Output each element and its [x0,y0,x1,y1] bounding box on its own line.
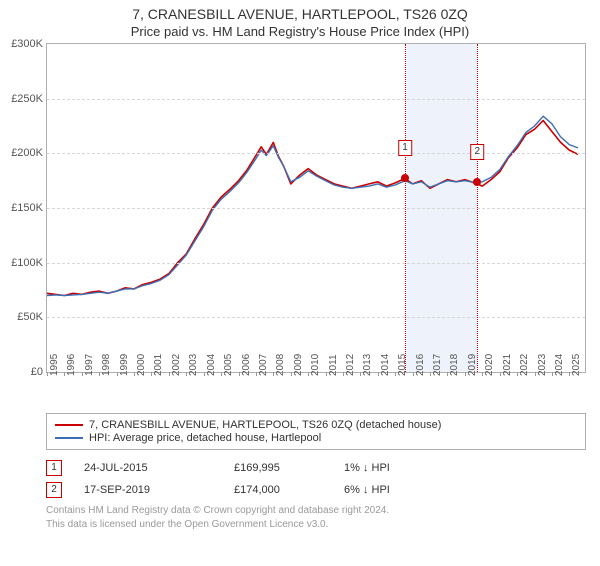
x-axis-tick: 2009 [293,354,304,376]
x-axis-tick: 1999 [119,354,130,376]
x-axis-tick: 2013 [362,354,373,376]
legend-row: HPI: Average price, detached house, Hart… [55,432,577,444]
series-line [47,116,578,295]
x-axis-tick: 2000 [136,354,147,376]
x-axis-tick: 2005 [223,354,234,376]
x-axis-tick: 2001 [153,354,164,376]
sale-events-table: 1 24-JUL-2015£169,9951% ↓ HPI 2 17-SEP-2019… [46,460,586,498]
x-axis-tick: 2007 [258,354,269,376]
legend-swatch [55,437,83,439]
sale-marker-dot [473,178,481,186]
y-axis-tick: £300K [11,38,43,50]
sale-event-price: £174,000 [234,484,344,496]
chart-footnote: Contains HM Land Registry data © Crown c… [46,504,586,531]
x-axis-tick: 2025 [571,354,582,376]
chart-subtitle: Price paid vs. HM Land Registry's House … [0,24,600,39]
x-axis-tick: 2019 [467,354,478,376]
x-axis-tick: 2008 [275,354,286,376]
sale-event-index: 2 [46,482,62,498]
x-axis-tick: 2004 [206,354,217,376]
x-axis-tick: 2023 [537,354,548,376]
sale-event-delta: 6% ↓ HPI [344,484,454,496]
marker-vline [477,44,478,372]
price-chart: £0£50K£100K£150K£200K£250K£300K199519961… [46,43,586,373]
sale-event-row: 1 24-JUL-2015£169,9951% ↓ HPI [46,460,586,476]
x-axis-tick: 2015 [397,354,408,376]
x-axis-tick: 2011 [328,354,339,376]
chart-title: 7, CRANESBILL AVENUE, HARTLEPOOL, TS26 0… [0,6,600,22]
y-axis-tick: £150K [11,202,43,214]
marker-vline [405,44,406,372]
x-axis-tick: 2017 [432,354,443,376]
x-axis-tick: 1997 [84,354,95,376]
x-axis-tick: 2002 [171,354,182,376]
legend-row: 7, CRANESBILL AVENUE, HARTLEPOOL, TS26 0… [55,419,577,431]
x-axis-tick: 2010 [310,354,321,376]
y-axis-tick: £200K [11,147,43,159]
x-axis-tick: 1996 [66,354,77,376]
x-axis-tick: 2016 [415,354,426,376]
y-axis-tick: £250K [11,93,43,105]
x-axis-tick: 2014 [380,354,391,376]
x-axis-tick: 2006 [241,354,252,376]
x-axis-tick: 1998 [101,354,112,376]
sale-event-row: 2 17-SEP-2019£174,0006% ↓ HPI [46,482,586,498]
legend-label: 7, CRANESBILL AVENUE, HARTLEPOOL, TS26 0… [89,419,441,431]
sale-marker-label: 1 [398,140,412,156]
x-axis-tick: 2021 [502,354,513,376]
x-axis-tick: 2022 [519,354,530,376]
x-axis-tick: 2018 [449,354,460,376]
x-axis-tick: 1995 [49,354,60,376]
x-axis-tick: 2024 [554,354,565,376]
sale-marker-label: 2 [470,144,484,160]
legend-label: HPI: Average price, detached house, Hart… [89,432,321,444]
sale-event-delta: 1% ↓ HPI [344,462,454,474]
sale-marker-dot [401,174,409,182]
x-axis-tick: 2003 [188,354,199,376]
sale-event-index: 1 [46,460,62,476]
sale-event-price: £169,995 [234,462,344,474]
y-axis-tick: £0 [31,366,43,378]
footnote-line: Contains HM Land Registry data © Crown c… [46,504,586,518]
chart-legend: 7, CRANESBILL AVENUE, HARTLEPOOL, TS26 0… [46,413,586,450]
footnote-line: This data is licensed under the Open Gov… [46,518,586,532]
y-axis-tick: £100K [11,257,43,269]
legend-swatch [55,424,83,426]
y-axis-tick: £50K [17,311,43,323]
sale-event-date: 24-JUL-2015 [84,462,234,474]
x-axis-tick: 2020 [484,354,495,376]
sale-event-date: 17-SEP-2019 [84,484,234,496]
x-axis-tick: 2012 [345,354,356,376]
